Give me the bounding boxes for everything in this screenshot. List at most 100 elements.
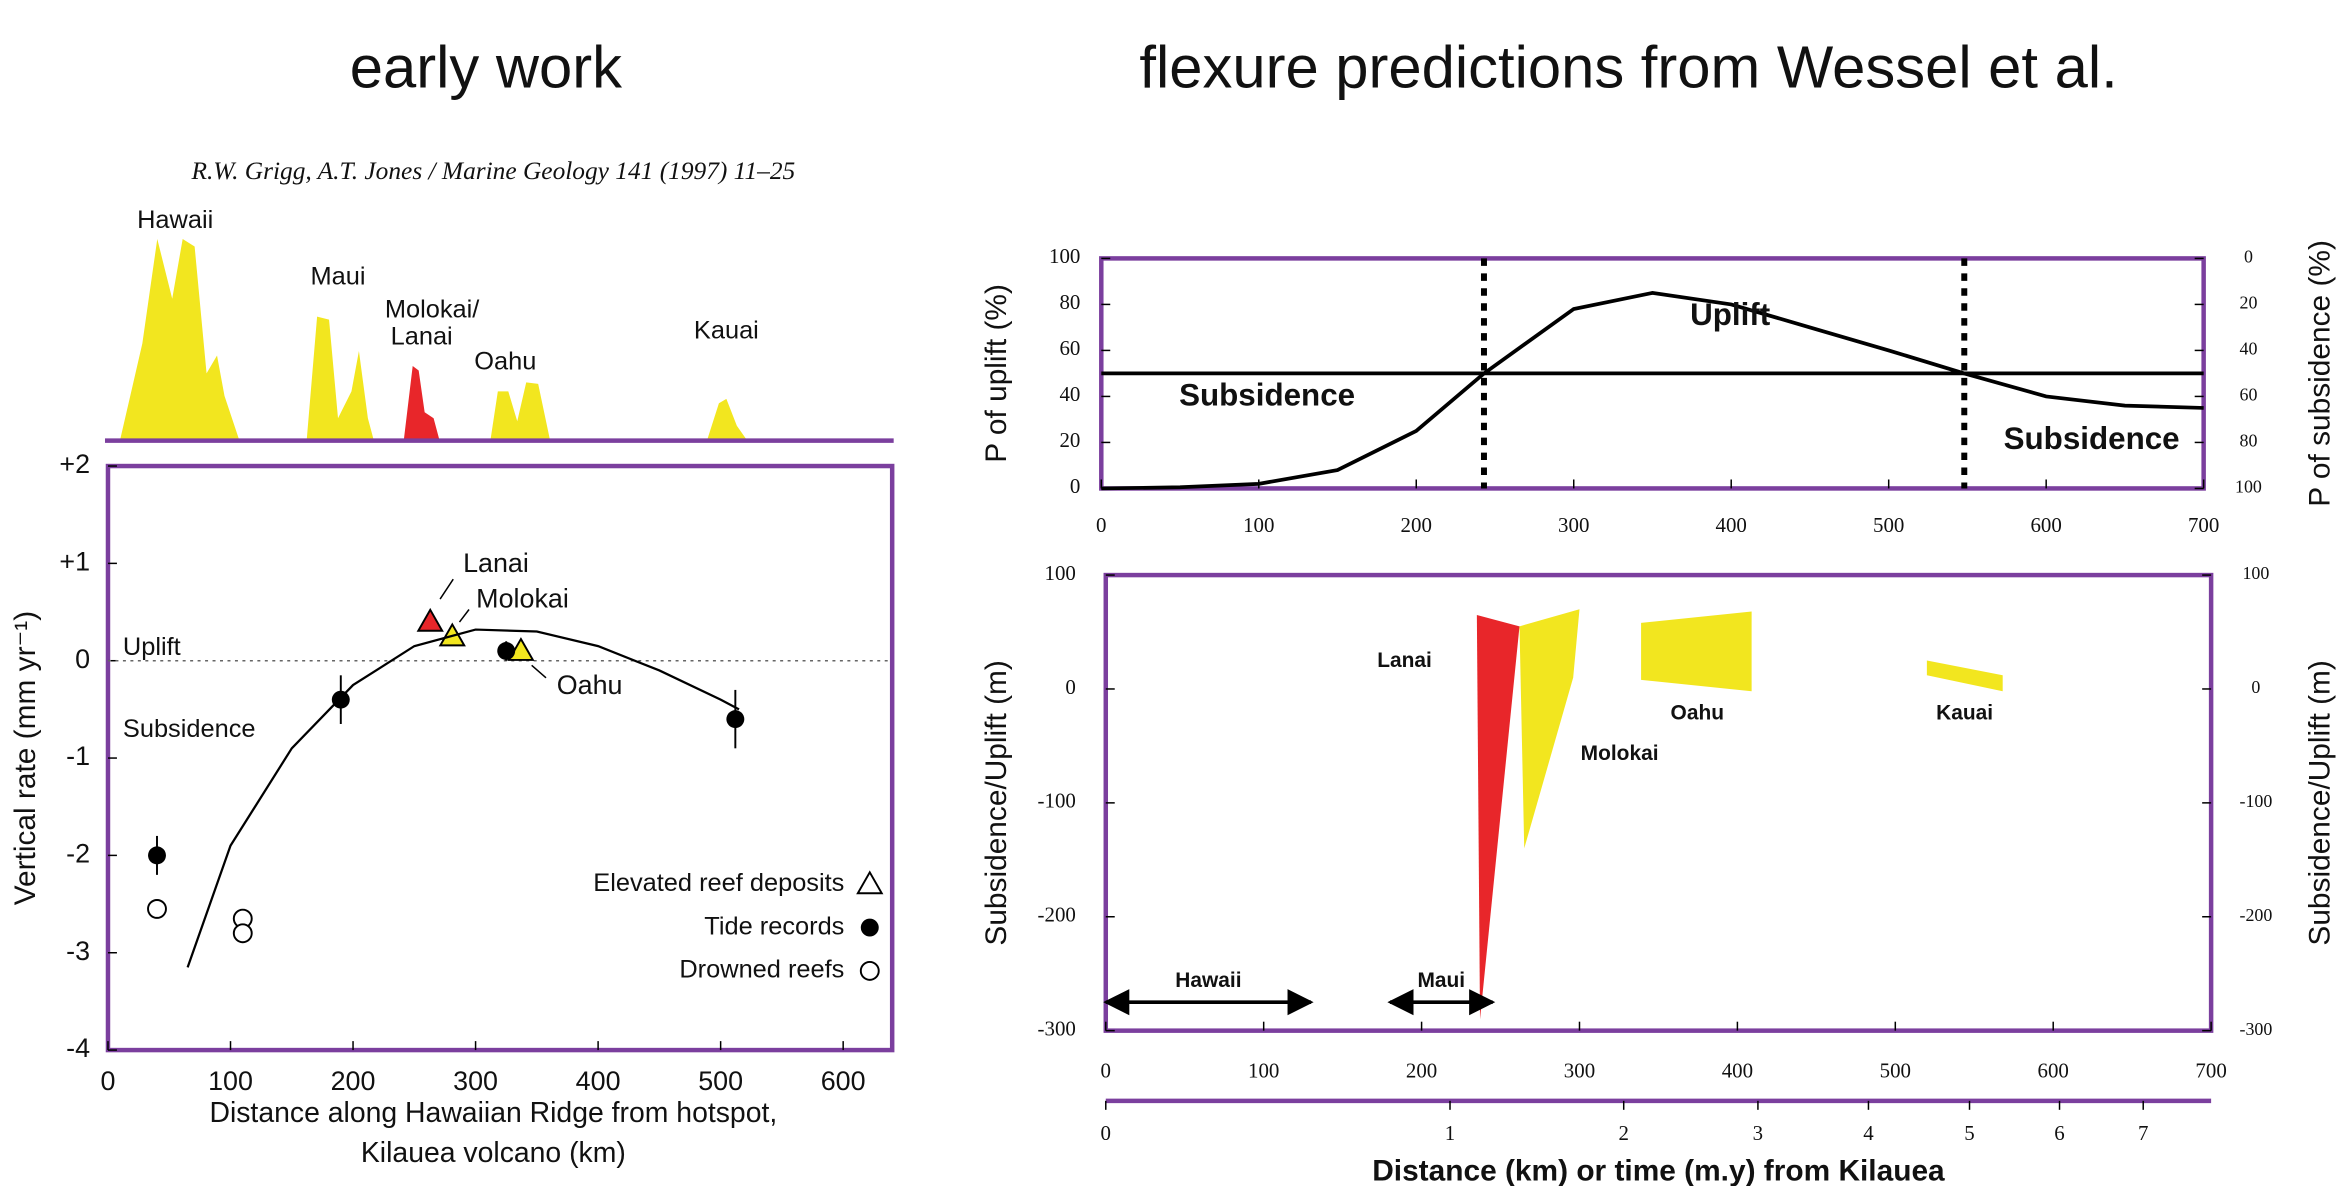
x2-tick-label: 0 bbox=[1101, 1121, 1111, 1145]
range-label: Maui bbox=[1418, 969, 1466, 992]
y2-tick-label: -200 bbox=[2240, 905, 2273, 925]
x-tick-label: 200 bbox=[331, 1066, 376, 1096]
x-axis-label: Distance (km) or time (m.y) from Kilauea bbox=[1372, 1154, 1945, 1186]
y2-tick-label: -100 bbox=[2240, 791, 2273, 811]
island-label: Hawaii bbox=[137, 206, 213, 234]
legend-symbol bbox=[861, 962, 879, 980]
x-tick-label: 300 bbox=[1564, 1058, 1595, 1082]
x2-tick-label: 5 bbox=[1964, 1121, 1974, 1145]
annotation: Subsidence bbox=[2004, 421, 2180, 456]
filled-point bbox=[726, 710, 744, 728]
island-label: Kauai bbox=[694, 316, 759, 344]
y-axis-label: Vertical rate (mm yr⁻¹) bbox=[9, 611, 42, 905]
island-shape bbox=[307, 317, 374, 441]
legend-symbol bbox=[858, 872, 882, 893]
filled-point bbox=[497, 642, 515, 660]
island-label: Maui bbox=[311, 263, 366, 291]
x-tick-label: 600 bbox=[2030, 513, 2061, 537]
y2-tick-label: 40 bbox=[2240, 339, 2258, 359]
y2-axis-label: P of subsidence (%) bbox=[2304, 240, 2337, 507]
leader-line bbox=[532, 665, 546, 678]
y2-tick-label: 20 bbox=[2240, 293, 2258, 313]
y-tick-label: 100 bbox=[1045, 561, 1076, 585]
island-polygon bbox=[1519, 609, 1579, 848]
legend-symbol bbox=[861, 919, 879, 937]
x-tick-label: 200 bbox=[1406, 1058, 1437, 1082]
y-tick-label: 0 bbox=[75, 644, 90, 674]
x-tick-label: 100 bbox=[1248, 1058, 1279, 1082]
x-tick-label: 400 bbox=[1722, 1058, 1753, 1082]
island-label: Oahu bbox=[474, 348, 536, 376]
island-polygon bbox=[1477, 615, 1520, 1019]
annotation: Uplift bbox=[1690, 297, 1771, 332]
range-label: Hawaii bbox=[1175, 969, 1241, 992]
point-label: Molokai bbox=[476, 584, 569, 614]
island-label: Molokai bbox=[1581, 742, 1659, 765]
annotation: Subsidence bbox=[123, 715, 256, 743]
open-point bbox=[234, 924, 252, 942]
y-tick-label: 40 bbox=[1059, 382, 1080, 406]
x2-tick-label: 2 bbox=[1618, 1121, 1628, 1145]
y2-tick-label: 0 bbox=[2251, 677, 2260, 697]
x-tick-label: 100 bbox=[208, 1066, 253, 1096]
island-polygon bbox=[1927, 660, 2003, 691]
leader-line bbox=[440, 579, 453, 599]
filled-point bbox=[148, 846, 166, 864]
x2-tick-label: 4 bbox=[1863, 1121, 1874, 1145]
y2-tick-label: -300 bbox=[2240, 1019, 2273, 1039]
y-tick-label: 20 bbox=[1059, 428, 1080, 452]
triangle-point bbox=[418, 610, 442, 631]
y-tick-label: -4 bbox=[66, 1033, 90, 1063]
island-shape bbox=[490, 382, 550, 440]
heading: early work bbox=[350, 33, 622, 100]
island-shape bbox=[120, 239, 239, 441]
x2-tick-label: 3 bbox=[1753, 1121, 1763, 1145]
island-shape bbox=[707, 399, 747, 441]
x-tick-label: 0 bbox=[101, 1066, 116, 1096]
heading: flexure predictions from Wessel et al. bbox=[1139, 33, 2117, 100]
x-axis-label: Distance along Hawaiian Ridge from hotsp… bbox=[209, 1097, 777, 1129]
island-label: Molokai/ bbox=[385, 295, 480, 323]
x-tick-label: 300 bbox=[453, 1066, 498, 1096]
island-label: Lanai bbox=[1377, 649, 1432, 672]
y-tick-label: -100 bbox=[1038, 789, 1076, 813]
y2-axis-label: Subsidence/Uplift (m) bbox=[2304, 660, 2337, 945]
y-tick-label: 0 bbox=[1070, 474, 1080, 498]
x-tick-label: 400 bbox=[576, 1066, 621, 1096]
x-tick-label: 500 bbox=[1873, 513, 1904, 537]
island-shape bbox=[404, 366, 440, 441]
x-tick-label: 100 bbox=[1243, 513, 1274, 537]
x-tick-label: 300 bbox=[1558, 513, 1589, 537]
y-tick-label: -2 bbox=[66, 838, 90, 868]
island-polygon bbox=[1641, 612, 1752, 692]
y-axis-label: P of uplift (%) bbox=[980, 284, 1013, 463]
x-tick-label: 600 bbox=[821, 1066, 866, 1096]
island-label: Lanai bbox=[391, 322, 453, 350]
x-tick-label: 500 bbox=[1880, 1058, 1911, 1082]
y-tick-label: -300 bbox=[1038, 1016, 1076, 1040]
legend-label: Tide records bbox=[704, 912, 844, 940]
x2-tick-label: 6 bbox=[2054, 1121, 2064, 1145]
point-label: Lanai bbox=[463, 548, 529, 578]
x-tick-label: 600 bbox=[2038, 1058, 2069, 1082]
x-tick-label: 400 bbox=[1716, 513, 1747, 537]
island-profile: Hawaii Maui Molokai/ Lanai Oahu Kauai bbox=[105, 206, 894, 441]
x-tick-label: 500 bbox=[698, 1066, 743, 1096]
y-tick-label: +2 bbox=[59, 449, 90, 479]
y-axis-label: Subsidence/Uplift (m) bbox=[980, 660, 1013, 945]
x-tick-label: 0 bbox=[1096, 513, 1106, 537]
legend-label: Elevated reef deposits bbox=[593, 869, 844, 897]
annotation: Uplift bbox=[123, 633, 181, 661]
x-tick-label: 700 bbox=[2195, 1058, 2226, 1082]
y-tick-label: 80 bbox=[1059, 290, 1080, 314]
y-tick-label: +1 bbox=[59, 546, 90, 576]
island-label: Oahu bbox=[1671, 702, 1724, 725]
y2-tick-label: 0 bbox=[2244, 247, 2253, 267]
x-tick-label: 0 bbox=[1101, 1058, 1111, 1082]
leader-line bbox=[459, 609, 469, 622]
y-tick-label: -1 bbox=[66, 741, 90, 771]
y-tick-label: 60 bbox=[1059, 336, 1080, 360]
x2-tick-label: 1 bbox=[1445, 1121, 1455, 1145]
x2-tick-label: 7 bbox=[2138, 1121, 2148, 1145]
fit-curve bbox=[188, 630, 739, 968]
